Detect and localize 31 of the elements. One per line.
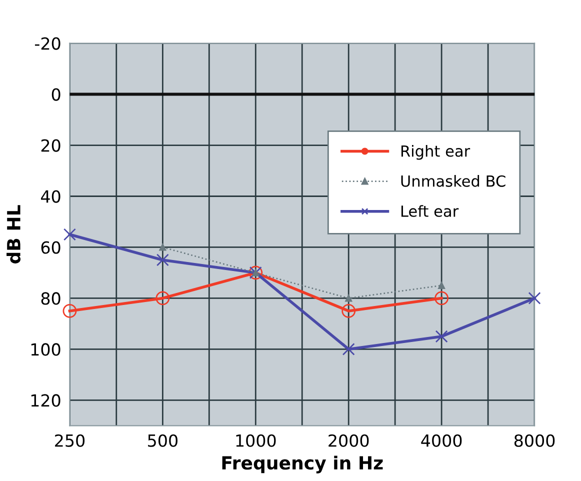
y-axis-title: dB HL — [6, 205, 21, 264]
legend-label: Unmasked BC — [401, 175, 506, 187]
y-tick-label: 100 — [31, 343, 60, 356]
point — [435, 330, 448, 343]
legend-label: Right ear — [401, 144, 470, 160]
point — [342, 342, 355, 356]
y-tick-label: 40 — [40, 190, 60, 203]
y-tick-label: 0 — [52, 88, 60, 101]
point — [528, 292, 541, 304]
point — [345, 294, 352, 302]
x-tick-label: 2000 — [328, 434, 369, 447]
x-tick-label: 500 — [148, 434, 178, 447]
point — [438, 282, 446, 289]
point — [434, 291, 449, 306]
point — [63, 228, 76, 241]
point — [156, 254, 169, 266]
legend-label: Left ear — [401, 205, 459, 217]
y-tick-label: 20 — [41, 139, 60, 152]
point — [156, 291, 170, 306]
x-tick-label: 1000 — [236, 434, 276, 447]
point — [159, 244, 166, 251]
x-tick-label: 4000 — [421, 434, 462, 447]
point — [62, 304, 77, 318]
x-axis-title: Frequency in Hz — [222, 456, 383, 474]
x-tick-label: 250 — [55, 434, 85, 447]
y-tick-label: -20 — [34, 37, 60, 50]
y-tick-label: 120 — [31, 394, 60, 407]
y-tick-label: 80 — [41, 292, 60, 305]
x-tick-label: 8000 — [514, 434, 555, 447]
y-tick-label: 60 — [41, 241, 60, 254]
point — [342, 304, 356, 318]
